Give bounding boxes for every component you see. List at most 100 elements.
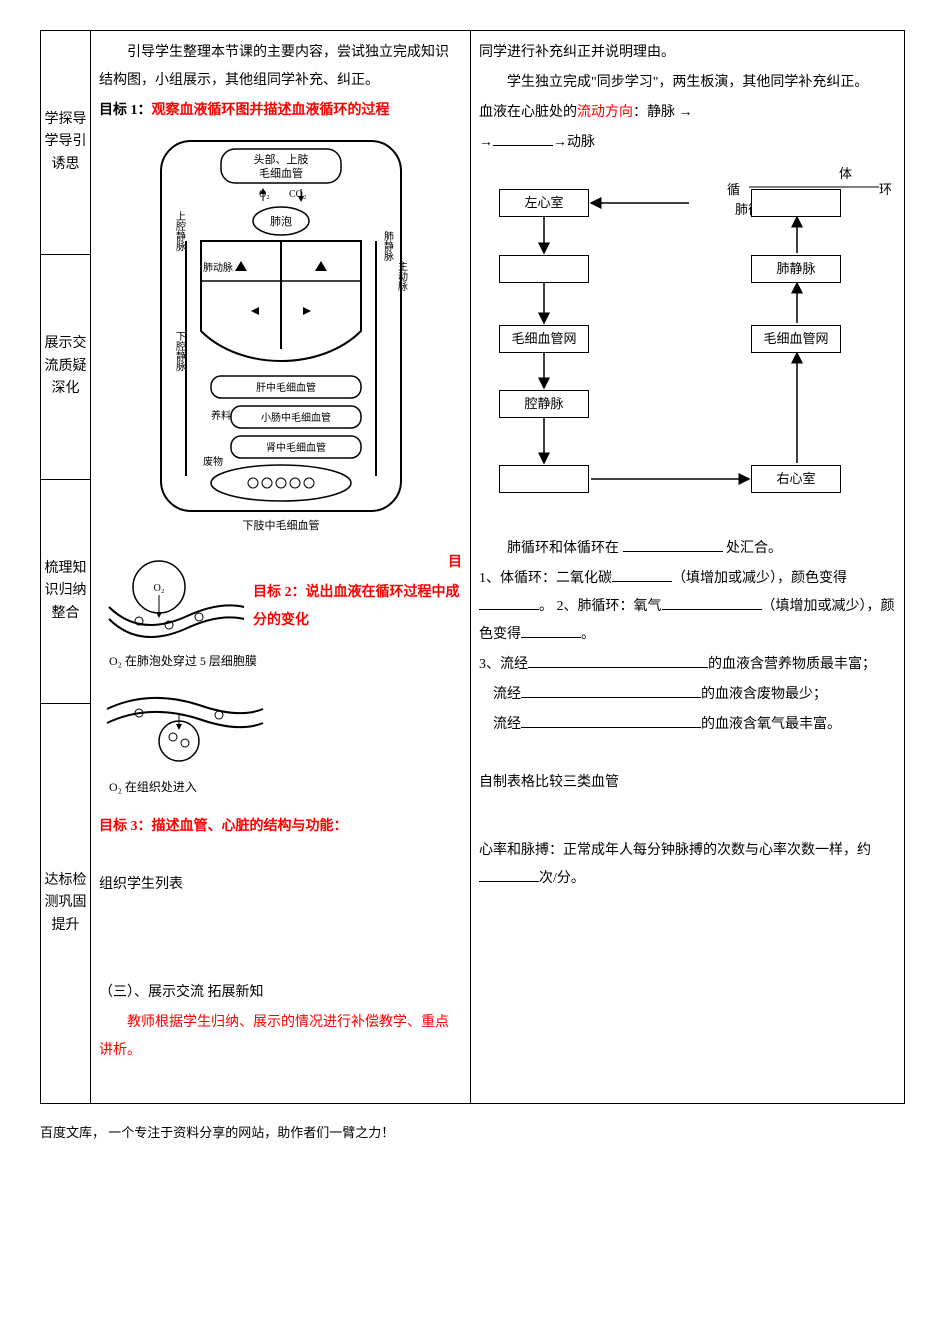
flow-dir-line1: 血液在心脏处的流动方向：静脉 → bbox=[479, 99, 896, 127]
box-empty-l5 bbox=[499, 465, 589, 493]
box-qiangjingmai: 腔静脉 bbox=[499, 390, 589, 418]
sidebar-label-1: 学探导学导引诱思 bbox=[43, 109, 88, 176]
join-post: 处汇合。 bbox=[726, 541, 782, 556]
flow-dir-red: 流动方向 bbox=[577, 105, 633, 120]
svg-text:肺动脉: 肺动脉 bbox=[203, 261, 233, 274]
join-pre: 肺循环和体循环在 bbox=[507, 541, 619, 556]
q3-line3: 流经 的血液含氧气最丰富。 bbox=[479, 711, 896, 739]
goal2-line: 目标 2：说出血液在循环过程中成分的变化 bbox=[253, 579, 462, 635]
heartrate-post: 次/分。 bbox=[539, 871, 585, 886]
q1e: 。 bbox=[581, 627, 595, 642]
flow-dir-post: ：静脉 → bbox=[633, 105, 693, 120]
goal2-block: O₂ 目 目标 2：说出血液在循环过程中成分的变化 bbox=[99, 547, 462, 647]
blank-q3c bbox=[521, 714, 701, 728]
sidebar-label-2: 展示交流质疑深化 bbox=[43, 333, 88, 400]
circulation-diagram: 头部、上肢 毛细血管 O₂ CO₂ 肺泡 上腔静脉 肺静脉 主动脉 肺动脉 bbox=[141, 131, 421, 541]
blank-q1c bbox=[662, 596, 762, 610]
svg-text:下腔静脉: 下腔静脉 bbox=[173, 331, 185, 371]
q3-line2: 流经 的血液含废物最少； bbox=[479, 681, 896, 709]
svg-text:O₂: O₂ bbox=[154, 583, 165, 594]
svg-text:肺静脉: 肺静脉 bbox=[381, 231, 393, 261]
blank-q3a bbox=[528, 654, 708, 668]
svg-text:肾中毛细血管: 肾中毛细血管 bbox=[266, 441, 326, 454]
blank-q1d bbox=[521, 624, 581, 638]
svg-text:CO₂: CO₂ bbox=[289, 189, 306, 200]
svg-text:小肠中毛细血管: 小肠中毛细血管 bbox=[261, 411, 331, 424]
flow-dir-end: →动脉 bbox=[553, 135, 595, 150]
sidebar-label-4: 达标检测巩固提升 bbox=[43, 870, 88, 937]
blank-join bbox=[623, 538, 723, 552]
sec3-title: （三）、展示交流 拓展新知 bbox=[99, 979, 462, 1007]
sidebar-cell-2: 展示交流质疑深化 bbox=[41, 255, 91, 479]
goal1-line: 目标 1：观察血液循环图并描述血液循环的过程 bbox=[99, 97, 462, 125]
heartrate-pre: 心率和脉搏：正常成年人每分钟脉搏的次数与心率次数一样，约 bbox=[479, 843, 871, 858]
sidebar-cell-1: 学探导学导引诱思 bbox=[41, 31, 91, 255]
blank-hr bbox=[479, 868, 539, 882]
lesson-table: 学探导学导引诱思 引导学生整理本节课的主要内容，尝试独立完成知识结构图，小组展示… bbox=[40, 30, 905, 1104]
svg-text:头部、上肢: 头部、上肢 bbox=[253, 152, 308, 166]
goal1-text: 观察血液循环图并描述血液循环的过程 bbox=[152, 103, 390, 118]
q1b: （填增加或减少），颜色变得 bbox=[672, 571, 847, 586]
svg-text:肝中毛细血管: 肝中毛细血管 bbox=[256, 381, 316, 394]
svg-text:废物: 废物 bbox=[203, 455, 223, 468]
blank-q1a bbox=[612, 568, 672, 582]
svg-text:下肢中毛细血管: 下肢中毛细血管 bbox=[242, 518, 319, 532]
blank-flowdir bbox=[493, 132, 553, 146]
goal2-mu: 目 bbox=[253, 549, 462, 577]
left-content-cell: 引导学生整理本节课的主要内容，尝试独立完成知识结构图，小组展示，其他组同学补充、… bbox=[91, 31, 471, 1104]
right-content-cell: 同学进行补充纠正并说明理由。 学生独立完成"同步学习"，两生板演，其他同学补充纠… bbox=[471, 31, 905, 1104]
flow-chart: 体 循 环 肺循环 左心室 毛细血管网 腔静脉 肺静脉 毛细血管网 右心室 bbox=[479, 163, 896, 533]
sidebar-label-3: 梳理知识归纳整合 bbox=[43, 558, 88, 625]
goal2-label: 目标 2： bbox=[253, 585, 306, 600]
q3-post: 的血液含营养物质最丰富； bbox=[708, 657, 876, 672]
goal3-line: 目标 3：描述血管、心脏的结构与功能： bbox=[99, 813, 462, 841]
blank-q3b bbox=[521, 684, 701, 698]
student-task: 学生独立完成"同步学习"，两生板演，其他同学补充纠正。 bbox=[479, 69, 896, 97]
svg-text:肺泡: 肺泡 bbox=[270, 214, 292, 228]
svg-text:O₂: O₂ bbox=[259, 189, 270, 200]
blank-q1b bbox=[479, 596, 539, 610]
q3-pre: 3、流经 bbox=[479, 657, 528, 672]
table-row: 学探导学导引诱思 引导学生整理本节课的主要内容，尝试独立完成知识结构图，小组展示… bbox=[41, 31, 905, 255]
q3c-pre: 流经 bbox=[493, 717, 521, 732]
svg-text:主动脉: 主动脉 bbox=[395, 261, 407, 291]
box-maoxi-r: 毛细血管网 bbox=[751, 325, 841, 353]
correct-text: 同学进行补充纠正并说明理由。 bbox=[479, 39, 896, 67]
table-task: 自制表格比较三类血管 bbox=[479, 769, 896, 797]
q3c-post: 的血液含氧气最丰富。 bbox=[701, 717, 841, 732]
tissue-diagram bbox=[99, 679, 269, 769]
q3b-post: 的血液含废物最少； bbox=[701, 687, 827, 702]
sec3-red: 教师根据学生归纳、展示的情况进行补偿教学、重点讲析。 bbox=[99, 1009, 462, 1065]
intro-text: 引导学生整理本节课的主要内容，尝试独立完成知识结构图，小组展示，其他组同学补充、… bbox=[99, 39, 462, 95]
goal3-label: 目标 3： bbox=[99, 819, 152, 834]
join-line: 肺循环和体循环在 处汇合。 bbox=[479, 535, 896, 563]
sidebar-cell-4: 达标检测巩固提升 bbox=[41, 704, 91, 1104]
box-maoxi-l: 毛细血管网 bbox=[499, 325, 589, 353]
d2-caption: O₂ 在肺泡处穿过 5 层细胞膜 bbox=[109, 649, 462, 673]
ti-label: 体 bbox=[839, 161, 852, 187]
flow-dir-line2: → →动脉 bbox=[479, 129, 896, 157]
q3b-pre: 流经 bbox=[493, 687, 521, 702]
goal2-text-wrap: 目 目标 2：说出血液在循环过程中成分的变化 bbox=[253, 547, 462, 637]
svg-text:毛细血管: 毛细血管 bbox=[259, 166, 303, 180]
svg-text:养料: 养料 bbox=[211, 409, 231, 422]
box-youxinshi: 右心室 bbox=[751, 465, 841, 493]
box-empty-r1 bbox=[751, 189, 841, 217]
flow-dir-arrow2: → bbox=[479, 135, 493, 150]
box-empty-l2 bbox=[499, 255, 589, 283]
box-zuoxinshi: 左心室 bbox=[499, 189, 589, 217]
q3-line1: 3、流经 的血液含营养物质最丰富； bbox=[479, 651, 896, 679]
huan-label: 环 bbox=[879, 177, 892, 203]
q1-line: 1、体循环：二氧化碳（填增加或减少），颜色变得。 2、肺循环：氧气（填增加或减少… bbox=[479, 565, 896, 649]
box-feijingmai: 肺静脉 bbox=[751, 255, 841, 283]
alveolus-diagram: O₂ bbox=[99, 547, 249, 647]
q1c: 。 2、肺循环：氧气 bbox=[539, 599, 662, 614]
page-footer: 百度文库， 一个专注于资料分享的网站，助作者们一臂之力！ bbox=[40, 1122, 905, 1141]
flow-dir-pre: 血液在心脏处的 bbox=[479, 105, 577, 120]
heartrate-line: 心率和脉搏：正常成年人每分钟脉搏的次数与心率次数一样，约次/分。 bbox=[479, 837, 896, 893]
sidebar-cell-3: 梳理知识归纳整合 bbox=[41, 479, 91, 703]
goal1-label: 目标 1： bbox=[99, 103, 152, 118]
goal3-text: 描述血管、心脏的结构与功能： bbox=[152, 819, 348, 834]
q1a: 1、体循环：二氧化碳 bbox=[479, 571, 612, 586]
org-text: 组织学生列表 bbox=[99, 871, 462, 899]
